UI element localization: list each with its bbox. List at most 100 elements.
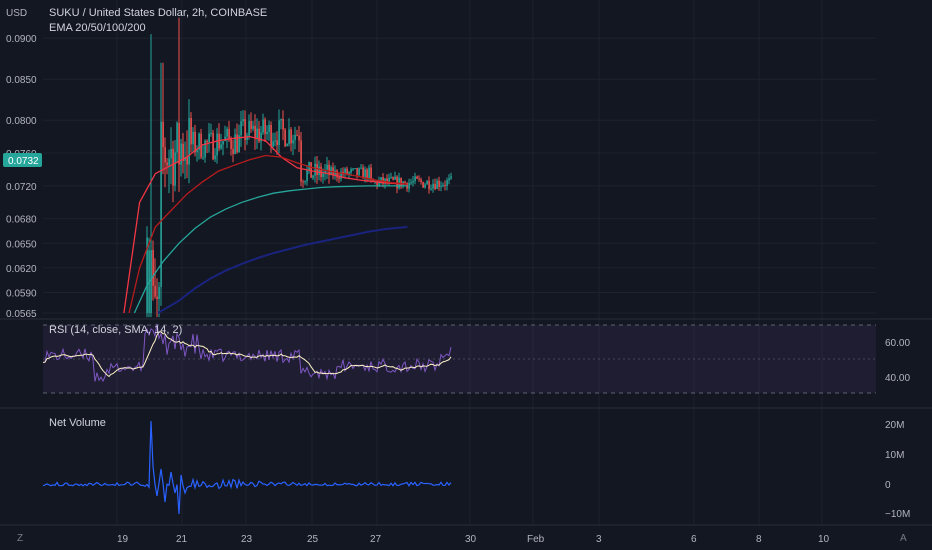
ema-legend[interactable]: EMA 20/50/100/200: [49, 22, 146, 34]
price-grid: [43, 0, 876, 525]
candle-body: [288, 129, 290, 145]
candle-body: [278, 120, 280, 146]
time-label: 8: [756, 534, 762, 545]
ema-line-ema20: [123, 135, 408, 314]
candle-body: [338, 177, 340, 179]
net-volume-pane[interactable]: [42, 420, 452, 515]
candle-body: [414, 176, 416, 182]
candle-body: [408, 182, 410, 189]
candle-body: [268, 124, 270, 132]
candle-body: [194, 131, 196, 153]
candle-body: [368, 167, 370, 179]
candle-body: [306, 170, 308, 182]
candle-body: [222, 141, 224, 145]
candle-body: [170, 148, 172, 159]
candle-body: [192, 131, 194, 145]
candle-body: [380, 177, 382, 181]
time-label: 19: [117, 534, 129, 545]
candle-body: [210, 132, 212, 134]
candle-body: [298, 135, 300, 141]
time-axis[interactable]: 19 21 23 25 27 30 Feb 3 6 8 10: [117, 534, 830, 545]
price-pane[interactable]: [43, 0, 876, 525]
candle-body: [244, 119, 246, 140]
candle-body: [212, 132, 214, 160]
time-label: 25: [307, 534, 319, 545]
zoom-button[interactable]: Z: [17, 533, 23, 544]
price-tick-label: 0.0720: [6, 182, 37, 193]
candle-body: [310, 162, 312, 178]
candle-body: [224, 136, 226, 142]
candle-body: [450, 176, 452, 179]
candle-body: [428, 180, 430, 190]
candle-body: [322, 173, 324, 178]
rsi-tick-60: 60.00: [885, 338, 910, 349]
candle-body: [350, 169, 352, 173]
candle-body: [356, 168, 358, 175]
time-label: 3: [596, 534, 602, 545]
candle-body: [184, 157, 186, 161]
candles-group: [146, 17, 452, 318]
auto-scale-button[interactable]: A: [900, 533, 907, 544]
candle-body: [318, 166, 320, 176]
candle-body: [164, 147, 166, 163]
price-tick-label: 0.0900: [6, 34, 37, 45]
ema-lines-group: [123, 135, 408, 314]
candle-body: [348, 172, 350, 175]
candle-body: [378, 180, 380, 186]
candle-body: [172, 148, 174, 186]
candle-body: [232, 148, 234, 154]
rsi-legend[interactable]: RSI (14, close, SMA, 14, 2): [49, 324, 182, 336]
candle-body: [394, 176, 396, 180]
candle-body: [326, 164, 328, 170]
rsi-lines-group: [42, 323, 452, 383]
rsi-pane[interactable]: [42, 323, 876, 394]
candle-body: [250, 121, 252, 129]
candle-body: [292, 140, 294, 144]
net-volume-lines-group: [42, 420, 452, 515]
candle-body: [286, 144, 288, 147]
candle-body: [366, 169, 368, 179]
net-volume-line: [42, 420, 452, 515]
candle-body: [182, 143, 184, 161]
rsi-tick-40: 40.00: [885, 373, 910, 384]
rsi-ma-line: [42, 331, 452, 378]
candle-body: [242, 119, 244, 122]
candle-body: [446, 180, 448, 186]
candle-body: [276, 140, 278, 146]
time-label: 21: [176, 534, 188, 545]
candle-body: [274, 140, 276, 142]
price-ticks: 0.09000.08500.08000.07600.07200.06800.06…: [6, 34, 37, 320]
candle-body: [420, 179, 422, 182]
candle-body: [424, 184, 426, 188]
price-tick-label: 0.0800: [6, 116, 37, 127]
candle-body: [362, 167, 364, 179]
candle-body: [174, 152, 176, 186]
price-tick-label: 0.0650: [6, 239, 37, 250]
price-tick-label: 0.0620: [6, 264, 37, 275]
candle-body: [422, 181, 424, 188]
rsi-axis[interactable]: 60.00 40.00: [885, 338, 910, 384]
time-label: 10: [818, 534, 830, 545]
candle-body: [196, 149, 198, 153]
time-label: Feb: [527, 534, 545, 545]
candle-body: [264, 119, 266, 135]
net-volume-axis[interactable]: 20M 10M 0 −10M: [885, 420, 910, 520]
price-tick-label: 0.0590: [6, 288, 37, 299]
candle-body: [254, 125, 256, 139]
price-axis[interactable]: USD 0.09000.08500.08000.07600.07200.0680…: [3, 8, 42, 320]
current-price-tag: [3, 153, 42, 167]
candle-body: [442, 184, 444, 186]
candle-body: [312, 175, 314, 178]
candle-body: [146, 237, 148, 313]
candle-body: [418, 178, 420, 180]
candle-body: [280, 118, 282, 121]
candle-body: [392, 177, 394, 180]
candle-body: [390, 177, 392, 179]
candle-body: [294, 134, 296, 141]
candle-body: [282, 118, 284, 130]
candle-body: [230, 138, 232, 149]
candle-body: [258, 128, 260, 142]
net-volume-legend[interactable]: Net Volume: [49, 417, 106, 429]
candle-body: [316, 163, 318, 176]
